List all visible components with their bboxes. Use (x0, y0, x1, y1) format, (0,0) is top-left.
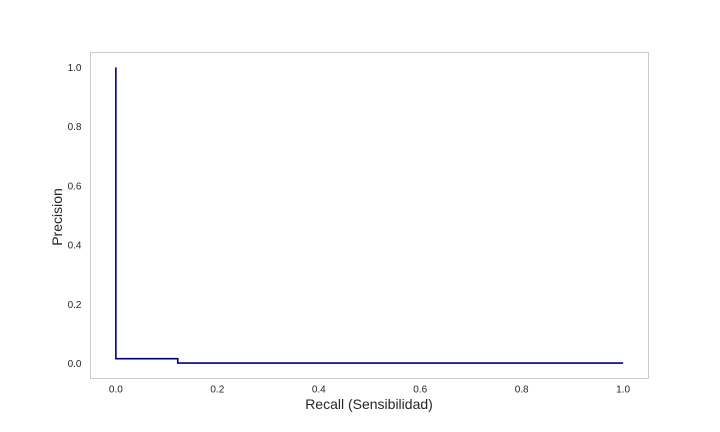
x-tick-label: 0.4 (312, 385, 326, 396)
y-tick-label: 1.0 (68, 63, 82, 74)
y-tick-label: 0.0 (68, 359, 82, 370)
y-tick-label: 0.4 (68, 241, 82, 252)
series-layer (115, 67, 624, 364)
x-tick-label: 0.2 (210, 385, 224, 396)
precision-recall-curve (115, 67, 624, 364)
x-tick-label: 1.0 (616, 385, 630, 396)
y-axis-ticks: 0.0 0.2 0.4 0.6 0.8 1.0 (68, 63, 82, 370)
y-tick-label: 0.6 (68, 181, 82, 192)
y-tick-label: 0.8 (68, 122, 82, 133)
x-tick-label: 0.8 (515, 385, 529, 396)
y-tick-label: 0.2 (68, 300, 82, 311)
x-axis-ticks: 0.0 0.2 0.4 0.6 0.8 1.0 (109, 385, 631, 396)
y-axis-title: Precision (49, 188, 65, 246)
plot-area (90, 52, 649, 379)
x-axis-title: Recall (Sensibilidad) (305, 396, 433, 412)
x-tick-label: 0.6 (413, 385, 427, 396)
x-tick-label: 0.0 (109, 385, 123, 396)
